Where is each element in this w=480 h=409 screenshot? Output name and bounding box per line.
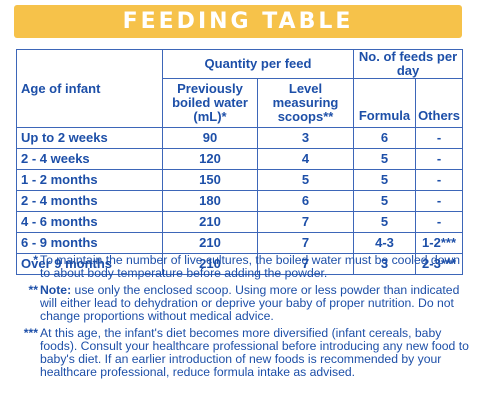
cell-scoops: 6 xyxy=(256,190,355,212)
cell-water: 120 xyxy=(162,148,258,170)
table-row: 4 - 6 months 210 7 5 - xyxy=(16,211,464,233)
header-water-line2: boiled water xyxy=(172,95,248,110)
cell-age: 4 - 6 months xyxy=(16,211,163,233)
table-row: Up to 2 weeks 90 3 6 - xyxy=(16,127,464,149)
footnote-marker: ** xyxy=(28,283,39,297)
header-scoops: Level measuring scoops** xyxy=(256,78,355,128)
footnote-text: use only the enclosed scoop. Using more … xyxy=(40,283,460,323)
footnote-single-star: * To maintain the number of live culture… xyxy=(10,254,470,280)
header-scoops-line3: scoops** xyxy=(277,109,334,124)
cell-water: 210 xyxy=(162,211,258,233)
cell-water: 210 xyxy=(162,232,258,254)
cell-scoops: 5 xyxy=(256,169,355,191)
footnote-double-star: ** Note: use only the enclosed scoop. Us… xyxy=(10,284,470,323)
cell-age: Over 9 months xyxy=(16,253,163,275)
cell-water: 210 xyxy=(162,253,258,275)
cell-others: - xyxy=(415,127,464,149)
cell-scoops: 3 xyxy=(256,127,355,149)
header-scoops-line1: Level xyxy=(288,81,323,96)
page-title: FEEDING TABLE xyxy=(122,9,354,34)
footnote-text: At this age, the infant's diet becomes m… xyxy=(40,326,469,379)
header-water: Previously boiled water (mL)* xyxy=(162,78,258,128)
cell-scoops: 7 xyxy=(256,232,355,254)
footnotes: * To maintain the number of live culture… xyxy=(10,254,470,383)
cell-others: - xyxy=(415,190,464,212)
cell-scoops: 7 xyxy=(256,211,355,233)
cell-others: 2-3*** xyxy=(415,253,464,275)
header-water-line3: (mL)* xyxy=(193,109,227,124)
footnote-triple-star: *** At this age, the infant's diet becom… xyxy=(10,327,470,379)
header-feeds-per-day: No. of feeds per day xyxy=(353,49,464,79)
cell-others: - xyxy=(415,169,464,191)
table-row: 6 - 9 months 210 7 4-3 1-2*** xyxy=(16,232,464,254)
header-age: Age of infant xyxy=(16,49,163,128)
cell-water: 90 xyxy=(162,127,258,149)
title-banner: FEEDING TABLE xyxy=(14,5,462,38)
cell-others: - xyxy=(415,148,464,170)
header-group-row: Age of infant Quantity per feed No. of f… xyxy=(16,49,464,128)
header-quantity-per-feed: Quantity per feed xyxy=(161,49,355,79)
footnote-lead: Note: xyxy=(40,283,72,297)
cell-formula: 5 xyxy=(353,169,417,191)
feeding-table: Age of infant Quantity per feed No. of f… xyxy=(16,49,464,275)
footnote-marker: *** xyxy=(23,326,38,340)
cell-age: Up to 2 weeks xyxy=(16,127,163,149)
cell-others: - xyxy=(415,211,464,233)
cell-scoops: 7 xyxy=(256,253,355,275)
header-sub-row: Previously boiled water (mL)* Level meas… xyxy=(17,78,464,128)
table-row: 2 - 4 months 180 6 5 - xyxy=(16,190,464,212)
cell-formula: 6 xyxy=(353,127,417,149)
table-row: 2 - 4 weeks 120 4 5 - xyxy=(16,148,464,170)
footnote-text: To maintain the number of live cultures,… xyxy=(40,253,461,280)
cell-others: 1-2*** xyxy=(415,232,464,254)
cell-scoops: 4 xyxy=(256,148,355,170)
cell-age: 2 - 4 weeks xyxy=(16,148,163,170)
header-formula: Formula xyxy=(353,78,417,128)
header-scoops-line2: measuring xyxy=(272,95,339,110)
table-row: 1 - 2 months 150 5 5 - xyxy=(16,169,464,191)
header-water-line1: Previously xyxy=(177,81,243,96)
cell-formula: 5 xyxy=(353,190,417,212)
cell-formula: 5 xyxy=(353,148,417,170)
cell-water: 150 xyxy=(162,169,258,191)
table-row: Over 9 months 210 7 3 2-3*** xyxy=(16,253,464,275)
cell-formula: 4-3 xyxy=(353,232,417,254)
header-others: Others xyxy=(415,78,464,128)
cell-water: 180 xyxy=(162,190,258,212)
cell-formula: 5 xyxy=(353,211,417,233)
cell-age: 6 - 9 months xyxy=(16,232,163,254)
footnote-marker: * xyxy=(33,253,38,267)
cell-age: 1 - 2 months xyxy=(16,169,163,191)
cell-age: 2 - 4 months xyxy=(16,190,163,212)
